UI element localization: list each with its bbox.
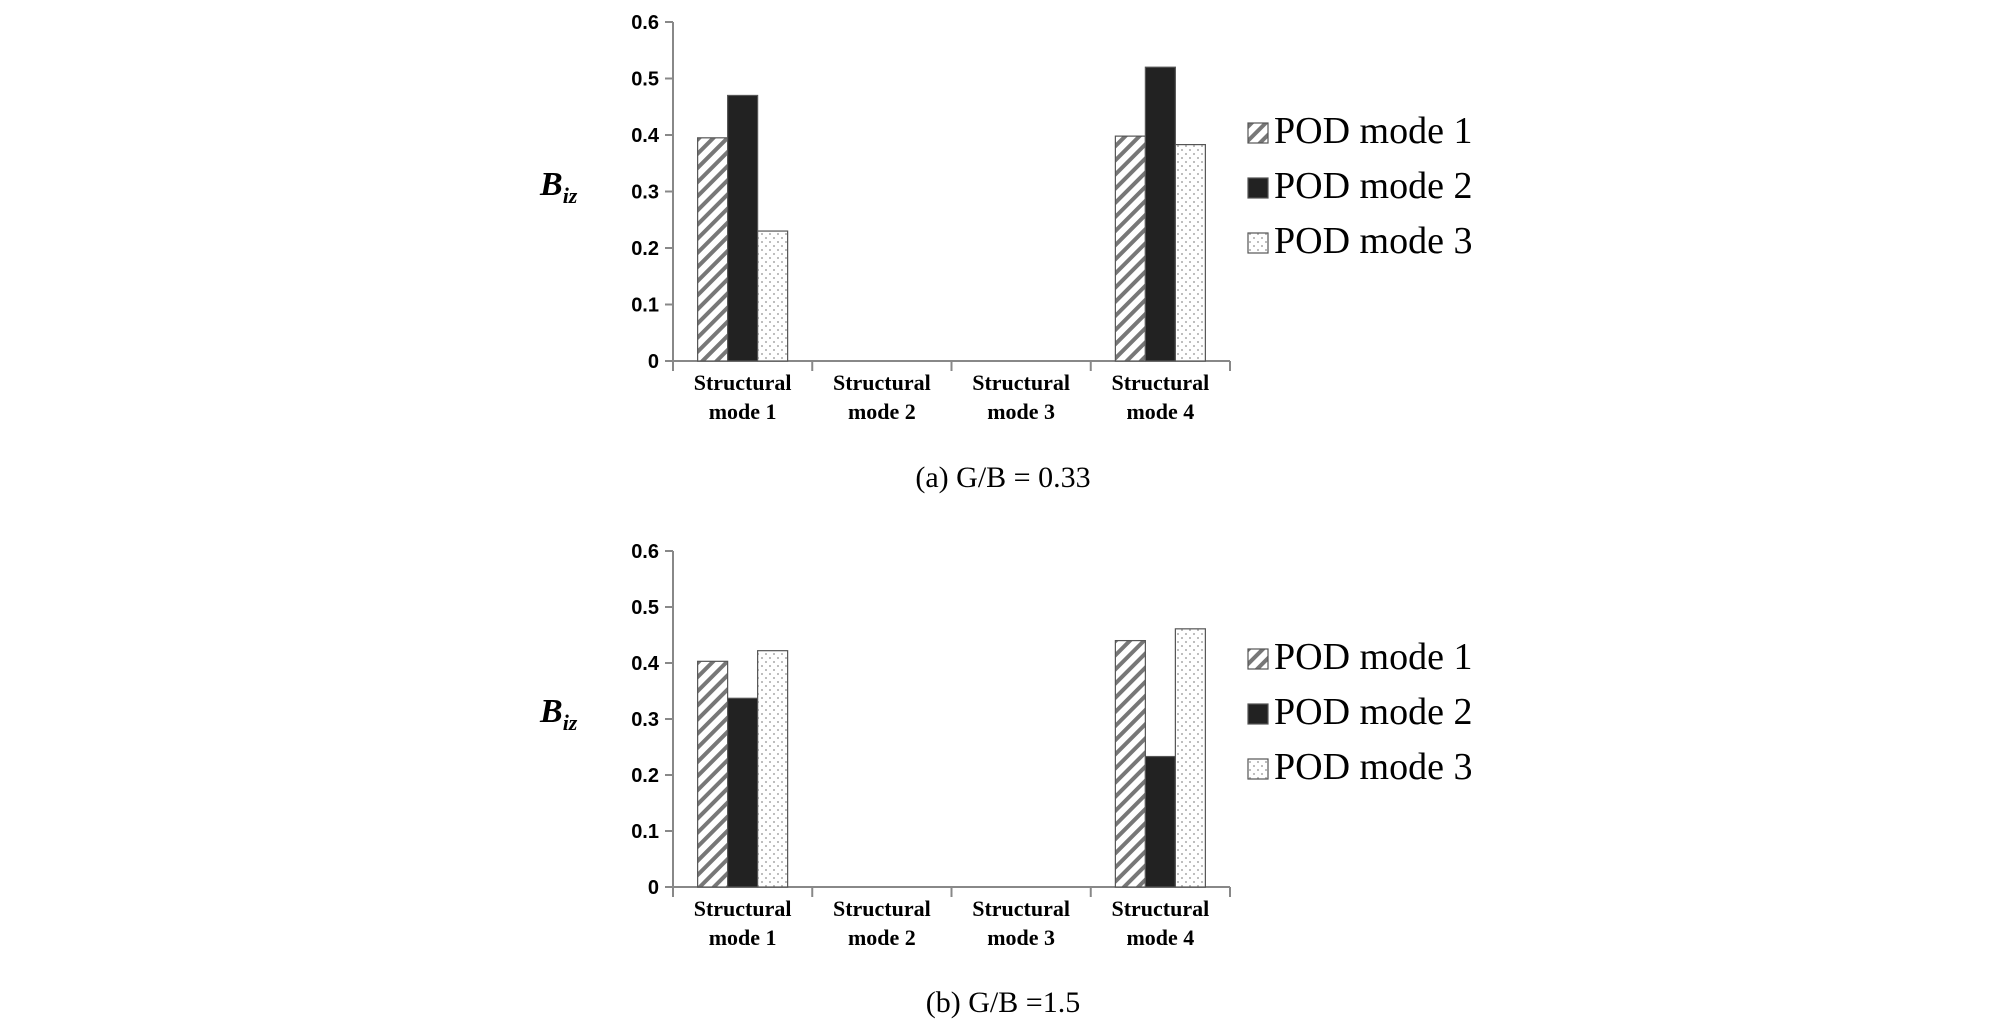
bar xyxy=(1174,628,1206,888)
legend-swatch xyxy=(1247,232,1269,254)
chart-b: 0 0.1 0.2 0.3 0.4 0.5 0.6 Structural mode 1 Struc… xyxy=(539,541,1472,1019)
y-tick-label: 0.5 xyxy=(631,69,659,91)
y-tick-label: 0.4 xyxy=(631,653,660,675)
x-tick-label: mode 3 xyxy=(987,399,1055,424)
bar xyxy=(697,137,729,362)
x-tick-label: Structural xyxy=(833,370,931,395)
legend-swatch xyxy=(1247,122,1269,144)
y-tick-label: 0.3 xyxy=(631,182,659,204)
chart-a: 0 0.1 0.2 0.3 0.4 0.5 0.6 Structural mode 1 Struc… xyxy=(539,12,1472,494)
bar xyxy=(1174,144,1206,362)
y-tick-label: 0 xyxy=(648,877,659,899)
x-tick-label: Structural xyxy=(972,370,1070,395)
y-tick-label: 0.2 xyxy=(631,238,659,260)
x-tick-label: mode 2 xyxy=(848,399,916,424)
bar xyxy=(727,697,759,888)
legend-label: POD mode 1 xyxy=(1274,110,1472,152)
y-tick-label: 0.5 xyxy=(631,597,659,619)
legend-label: POD mode 3 xyxy=(1274,746,1472,788)
y-tick-label: 0.3 xyxy=(631,709,659,731)
y-axis-label: Biz xyxy=(539,693,578,735)
chart-caption: (a) G/B = 0.33 xyxy=(915,461,1090,494)
y-tick-label: 0.2 xyxy=(631,765,659,787)
y-axis-label: Biz xyxy=(539,166,578,208)
legend-swatch xyxy=(1247,177,1269,199)
y-tick-label: 0.6 xyxy=(631,12,659,34)
y-tick-label: 0.6 xyxy=(631,541,659,563)
bar xyxy=(757,650,789,888)
x-tick-label: mode 4 xyxy=(1126,925,1194,950)
x-tick-label: Structural xyxy=(694,896,792,921)
x-tick-label: Structural xyxy=(694,370,792,395)
x-tick-label: mode 1 xyxy=(709,399,777,424)
x-tick-label: mode 1 xyxy=(709,925,777,950)
legend-label: POD mode 3 xyxy=(1274,220,1472,262)
bar xyxy=(757,230,789,362)
legend-label: POD mode 2 xyxy=(1274,165,1472,207)
bar xyxy=(1114,135,1146,362)
bar xyxy=(1114,639,1146,888)
legend-label: POD mode 1 xyxy=(1274,636,1472,678)
x-tick-label: Structural xyxy=(1111,896,1209,921)
y-tick-label: 0.1 xyxy=(631,821,659,843)
legend-label: POD mode 2 xyxy=(1274,691,1472,733)
y-tick-label: 0.1 xyxy=(631,295,659,317)
y-tick-label: 0 xyxy=(648,351,659,373)
x-tick-label: mode 4 xyxy=(1126,399,1194,424)
x-tick-label: Structural xyxy=(833,896,931,921)
bar xyxy=(1144,755,1176,888)
bar xyxy=(697,660,729,888)
x-tick-label: mode 2 xyxy=(848,925,916,950)
y-tick-label: 0.4 xyxy=(631,125,660,147)
legend-swatch xyxy=(1247,703,1269,725)
legend-swatch xyxy=(1247,648,1269,670)
bar xyxy=(727,94,759,362)
x-tick-label: Structural xyxy=(972,896,1070,921)
chart-caption: (b) G/B =1.5 xyxy=(926,986,1080,1019)
bar xyxy=(1144,66,1176,362)
x-tick-label: mode 3 xyxy=(987,925,1055,950)
x-tick-label: Structural xyxy=(1111,370,1209,395)
legend-swatch xyxy=(1247,758,1269,780)
